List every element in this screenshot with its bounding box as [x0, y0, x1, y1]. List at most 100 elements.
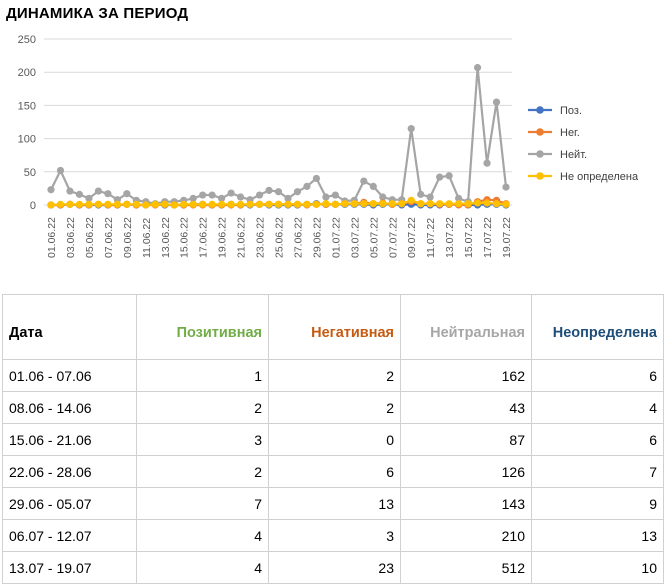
cell-undefined: 4 [531, 391, 664, 424]
data-point [265, 186, 273, 194]
y-tick-label: 50 [24, 167, 36, 179]
data-point [407, 125, 415, 133]
legend-entry: Нег. [528, 127, 580, 139]
cell-undefined: 6 [531, 359, 664, 392]
cell-undefined: 13 [531, 519, 664, 552]
data-point [170, 201, 178, 209]
cell-negative: 13 [268, 487, 401, 520]
data-point [407, 196, 415, 204]
header-undefined: Неопределена [531, 294, 664, 360]
data-point [180, 200, 188, 208]
series-2 [47, 63, 510, 208]
x-tick-label: 27.06.22 [292, 217, 304, 258]
cell-positive: 2 [136, 455, 269, 488]
legend-marker [536, 172, 544, 180]
data-point [426, 193, 434, 201]
header-date: Дата [2, 294, 137, 360]
data-point [227, 200, 235, 208]
cell-neutral: 43 [400, 391, 532, 424]
data-point [208, 191, 216, 199]
data-point [56, 166, 65, 175]
cell-neutral: 126 [400, 455, 532, 488]
cell-undefined: 6 [531, 423, 664, 456]
data-point [236, 200, 245, 208]
data-point [322, 193, 330, 201]
data-point [47, 201, 55, 209]
data-point [246, 200, 254, 208]
x-tick-label: 03.07.22 [349, 217, 361, 258]
data-point [303, 182, 311, 191]
data-point [455, 194, 463, 202]
y-axis-ticks: 0 50 100 150 200 250 [18, 34, 36, 212]
x-tick-label: 17.06.22 [198, 217, 210, 258]
data-point [341, 200, 349, 208]
x-tick-label: 19.06.22 [217, 217, 229, 258]
x-tick-label: 21.06.22 [236, 217, 248, 258]
data-point [360, 177, 368, 185]
cell-date: 15.06 - 21.06 [2, 423, 137, 456]
data-point [369, 182, 377, 191]
cell-neutral: 143 [400, 487, 532, 520]
data-point [227, 189, 235, 197]
cell-neutral: 210 [400, 519, 532, 552]
data-point [436, 200, 444, 208]
x-tick-label: 19.07.22 [501, 217, 513, 258]
cell-date: 13.07 - 19.07 [2, 551, 137, 584]
data-point [284, 194, 292, 202]
x-tick-label: 03.06.22 [65, 217, 77, 258]
table-row: 06.07 - 12.07 4 3 210 13 [2, 519, 664, 552]
x-tick-label: 23.06.22 [255, 217, 267, 258]
data-point [132, 200, 140, 208]
legend-label: Поз. [560, 105, 582, 117]
data-point [379, 193, 387, 201]
data-point [255, 191, 264, 199]
legend-marker [536, 106, 544, 114]
cell-negative: 3 [268, 519, 401, 552]
data-point [189, 200, 197, 208]
cell-positive: 7 [136, 487, 269, 520]
table-row: 08.06 - 14.06 2 2 43 4 [2, 391, 664, 424]
table-row: 29.06 - 05.07 7 13 143 9 [2, 487, 664, 520]
legend-marker [536, 150, 544, 158]
cell-positive: 4 [136, 519, 269, 552]
data-point [436, 173, 444, 181]
x-axis-ticks: 01.06.22 03.06.22 05.06.22 07.06.22 09.06.22… [46, 217, 513, 258]
data-point [199, 200, 207, 208]
data-point [312, 174, 321, 183]
cell-neutral: 512 [400, 551, 532, 584]
legend-marker [536, 128, 544, 136]
cell-date: 01.06 - 07.06 [2, 359, 137, 392]
cell-negative: 23 [268, 551, 401, 584]
x-tick-label: 05.07.22 [368, 217, 380, 258]
x-tick-label: 15.07.22 [463, 217, 475, 258]
data-point [483, 159, 491, 167]
data-point [455, 200, 463, 208]
data-point [473, 63, 482, 72]
table-row: 22.06 - 28.06 2 6 126 7 [2, 455, 664, 488]
y-tick-label: 200 [18, 67, 36, 79]
data-point [426, 200, 434, 208]
chart-gridlines [44, 38, 512, 206]
cell-date: 22.06 - 28.06 [2, 455, 137, 488]
x-tick-label: 05.06.22 [84, 217, 96, 258]
header-neutral: Нейтральная [400, 294, 532, 360]
y-tick-label: 150 [18, 100, 36, 112]
x-tick-label: 25.06.22 [274, 217, 286, 258]
legend-entry: Не определена [528, 171, 639, 183]
chart-series [47, 63, 510, 209]
cell-neutral: 87 [400, 423, 532, 456]
data-point [492, 200, 501, 208]
data-point [161, 200, 169, 208]
legend-label: Нейт. [560, 149, 587, 161]
data-point [75, 190, 84, 198]
chart-legend: Поз. Нег. Нейт. Не определена [528, 105, 639, 183]
cell-positive: 3 [136, 423, 269, 456]
data-point [66, 200, 74, 208]
x-tick-label: 13.07.22 [444, 217, 456, 258]
x-tick-label: 15.06.22 [179, 217, 191, 258]
x-tick-label: 07.06.22 [103, 217, 115, 258]
cell-positive: 1 [136, 359, 269, 392]
data-point [502, 183, 510, 191]
cell-negative: 2 [268, 391, 401, 424]
data-point [94, 187, 102, 195]
